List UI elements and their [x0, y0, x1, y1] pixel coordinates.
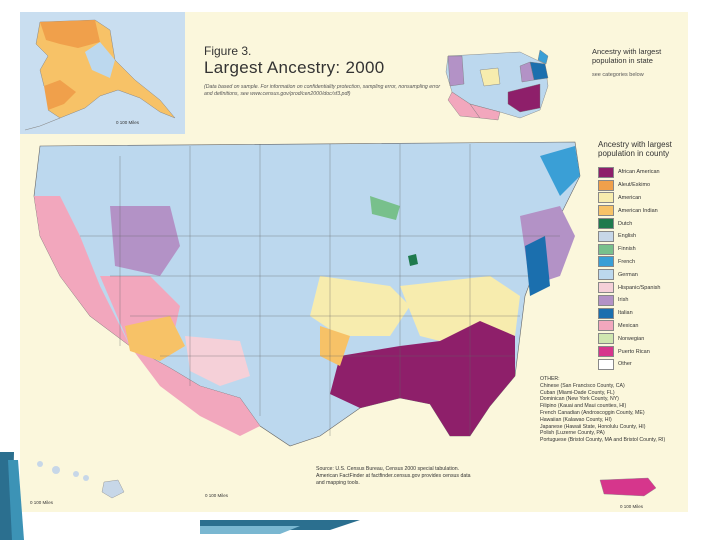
legend-label: Aleut/Eskimo — [618, 182, 651, 189]
other-line: Filipino (Kauai and Maui counties, HI) — [540, 403, 627, 410]
legend-item: English — [598, 230, 661, 243]
legend-swatch — [598, 282, 614, 294]
legend-swatch — [598, 192, 614, 204]
legend-swatch — [598, 320, 614, 332]
legend-label: Mexican — [618, 322, 639, 329]
legend-item: African American — [598, 166, 661, 179]
alaska-scale: 0 100 Miles — [116, 120, 140, 125]
legend-item: Irish — [598, 294, 661, 307]
figure-title-block: Figure 3. Largest Ancestry: 2000 — [204, 44, 385, 78]
legend-label: Dutch — [618, 220, 633, 227]
other-line: Polish (Luzerne County, PA) — [540, 430, 605, 437]
legend-swatch — [598, 333, 614, 345]
legend-item: German — [598, 268, 661, 281]
legend-swatch — [598, 205, 614, 217]
legend-label: German — [618, 271, 638, 278]
legend-label: Italian — [618, 310, 633, 317]
legend-item: Norwegian — [598, 332, 661, 345]
legend-title: Ancestry with largest population in coun… — [598, 140, 672, 158]
legend-item: Puerto Rican — [598, 345, 661, 358]
legend-label: Hispanic/Spanish — [618, 284, 661, 291]
legend-swatch — [598, 256, 614, 268]
legend-label: French — [618, 258, 636, 265]
other-lines: Chinese (San Francisco County, CA) Cuban … — [540, 383, 690, 444]
legend-swatch — [598, 218, 614, 230]
legend-item: Dutch — [598, 217, 661, 230]
legend-swatch — [598, 179, 614, 191]
other-line: Cuban (Miami-Dade County, FL) — [540, 389, 615, 396]
legend-swatch — [598, 294, 614, 306]
figure-title: Largest Ancestry: 2000 — [204, 58, 385, 77]
hawaii-scale: 0 100 Miles — [30, 500, 54, 505]
legend-label: American Indian — [618, 207, 658, 214]
legend-swatch — [598, 346, 614, 358]
legend: African American Aleut/Eskimo American Amer… — [598, 166, 661, 371]
other-line: Hawaiian (Kalawao County, HI) — [540, 416, 612, 423]
legend-item: Aleut/Eskimo — [598, 179, 661, 192]
other-line: Chinese (San Francisco County, CA) — [540, 382, 625, 389]
puerto-rico-inset: 0 100 Miles — [560, 452, 680, 512]
figure-number: Figure 3. — [204, 44, 252, 58]
legend-item: American Indian — [598, 204, 661, 217]
state-inset-subtitle: see categories below — [592, 72, 644, 78]
other-heading: OTHER: — [540, 376, 560, 382]
legend-item: Mexican — [598, 320, 661, 333]
pr-scale: 0 100 Miles — [620, 504, 644, 509]
legend-label: African American — [618, 169, 660, 176]
source-text: Source: U.S. Census Bureau, Census 2000 … — [316, 466, 471, 486]
legend-item: Finnish — [598, 243, 661, 256]
figure-note: (Data based on sample. For information o… — [204, 84, 441, 97]
svg-text:0 100 Miles: 0 100 Miles — [205, 493, 229, 498]
other-line: French Canadian (Androscoggin County, ME… — [540, 409, 645, 416]
legend-item: Hispanic/Spanish — [598, 281, 661, 294]
legend-label: Norwegian — [618, 335, 645, 342]
legend-swatch — [598, 269, 614, 281]
legend-item: Other — [598, 358, 661, 371]
state-inset-title: Ancestry with largest population in stat… — [592, 47, 662, 65]
legend-item: American — [598, 192, 661, 205]
other-line: Japanese (Hawaii State, Honolulu County,… — [540, 423, 646, 430]
legend-label: Irish — [618, 297, 629, 304]
legend-label: Other — [618, 361, 632, 368]
legend-swatch — [598, 307, 614, 319]
legend-swatch — [598, 243, 614, 255]
legend-swatch — [598, 166, 614, 178]
other-line: Portuguese (Bristol County, MA and Brist… — [540, 437, 666, 444]
legend-item: Italian — [598, 307, 661, 320]
legend-label: English — [618, 233, 637, 240]
legend-label: Puerto Rican — [618, 348, 650, 355]
legend-swatch — [598, 358, 614, 370]
other-list: OTHER: Chinese (San Francisco County, CA… — [540, 376, 690, 444]
hawaii-inset: 0 100 Miles — [20, 452, 150, 510]
legend-label: Finnish — [618, 246, 636, 253]
legend-item: French — [598, 256, 661, 269]
legend-swatch — [598, 230, 614, 242]
other-line: Dominican (New York County, NY) — [540, 396, 619, 403]
main-county-map — [20, 136, 590, 454]
legend-label: American — [618, 194, 642, 201]
